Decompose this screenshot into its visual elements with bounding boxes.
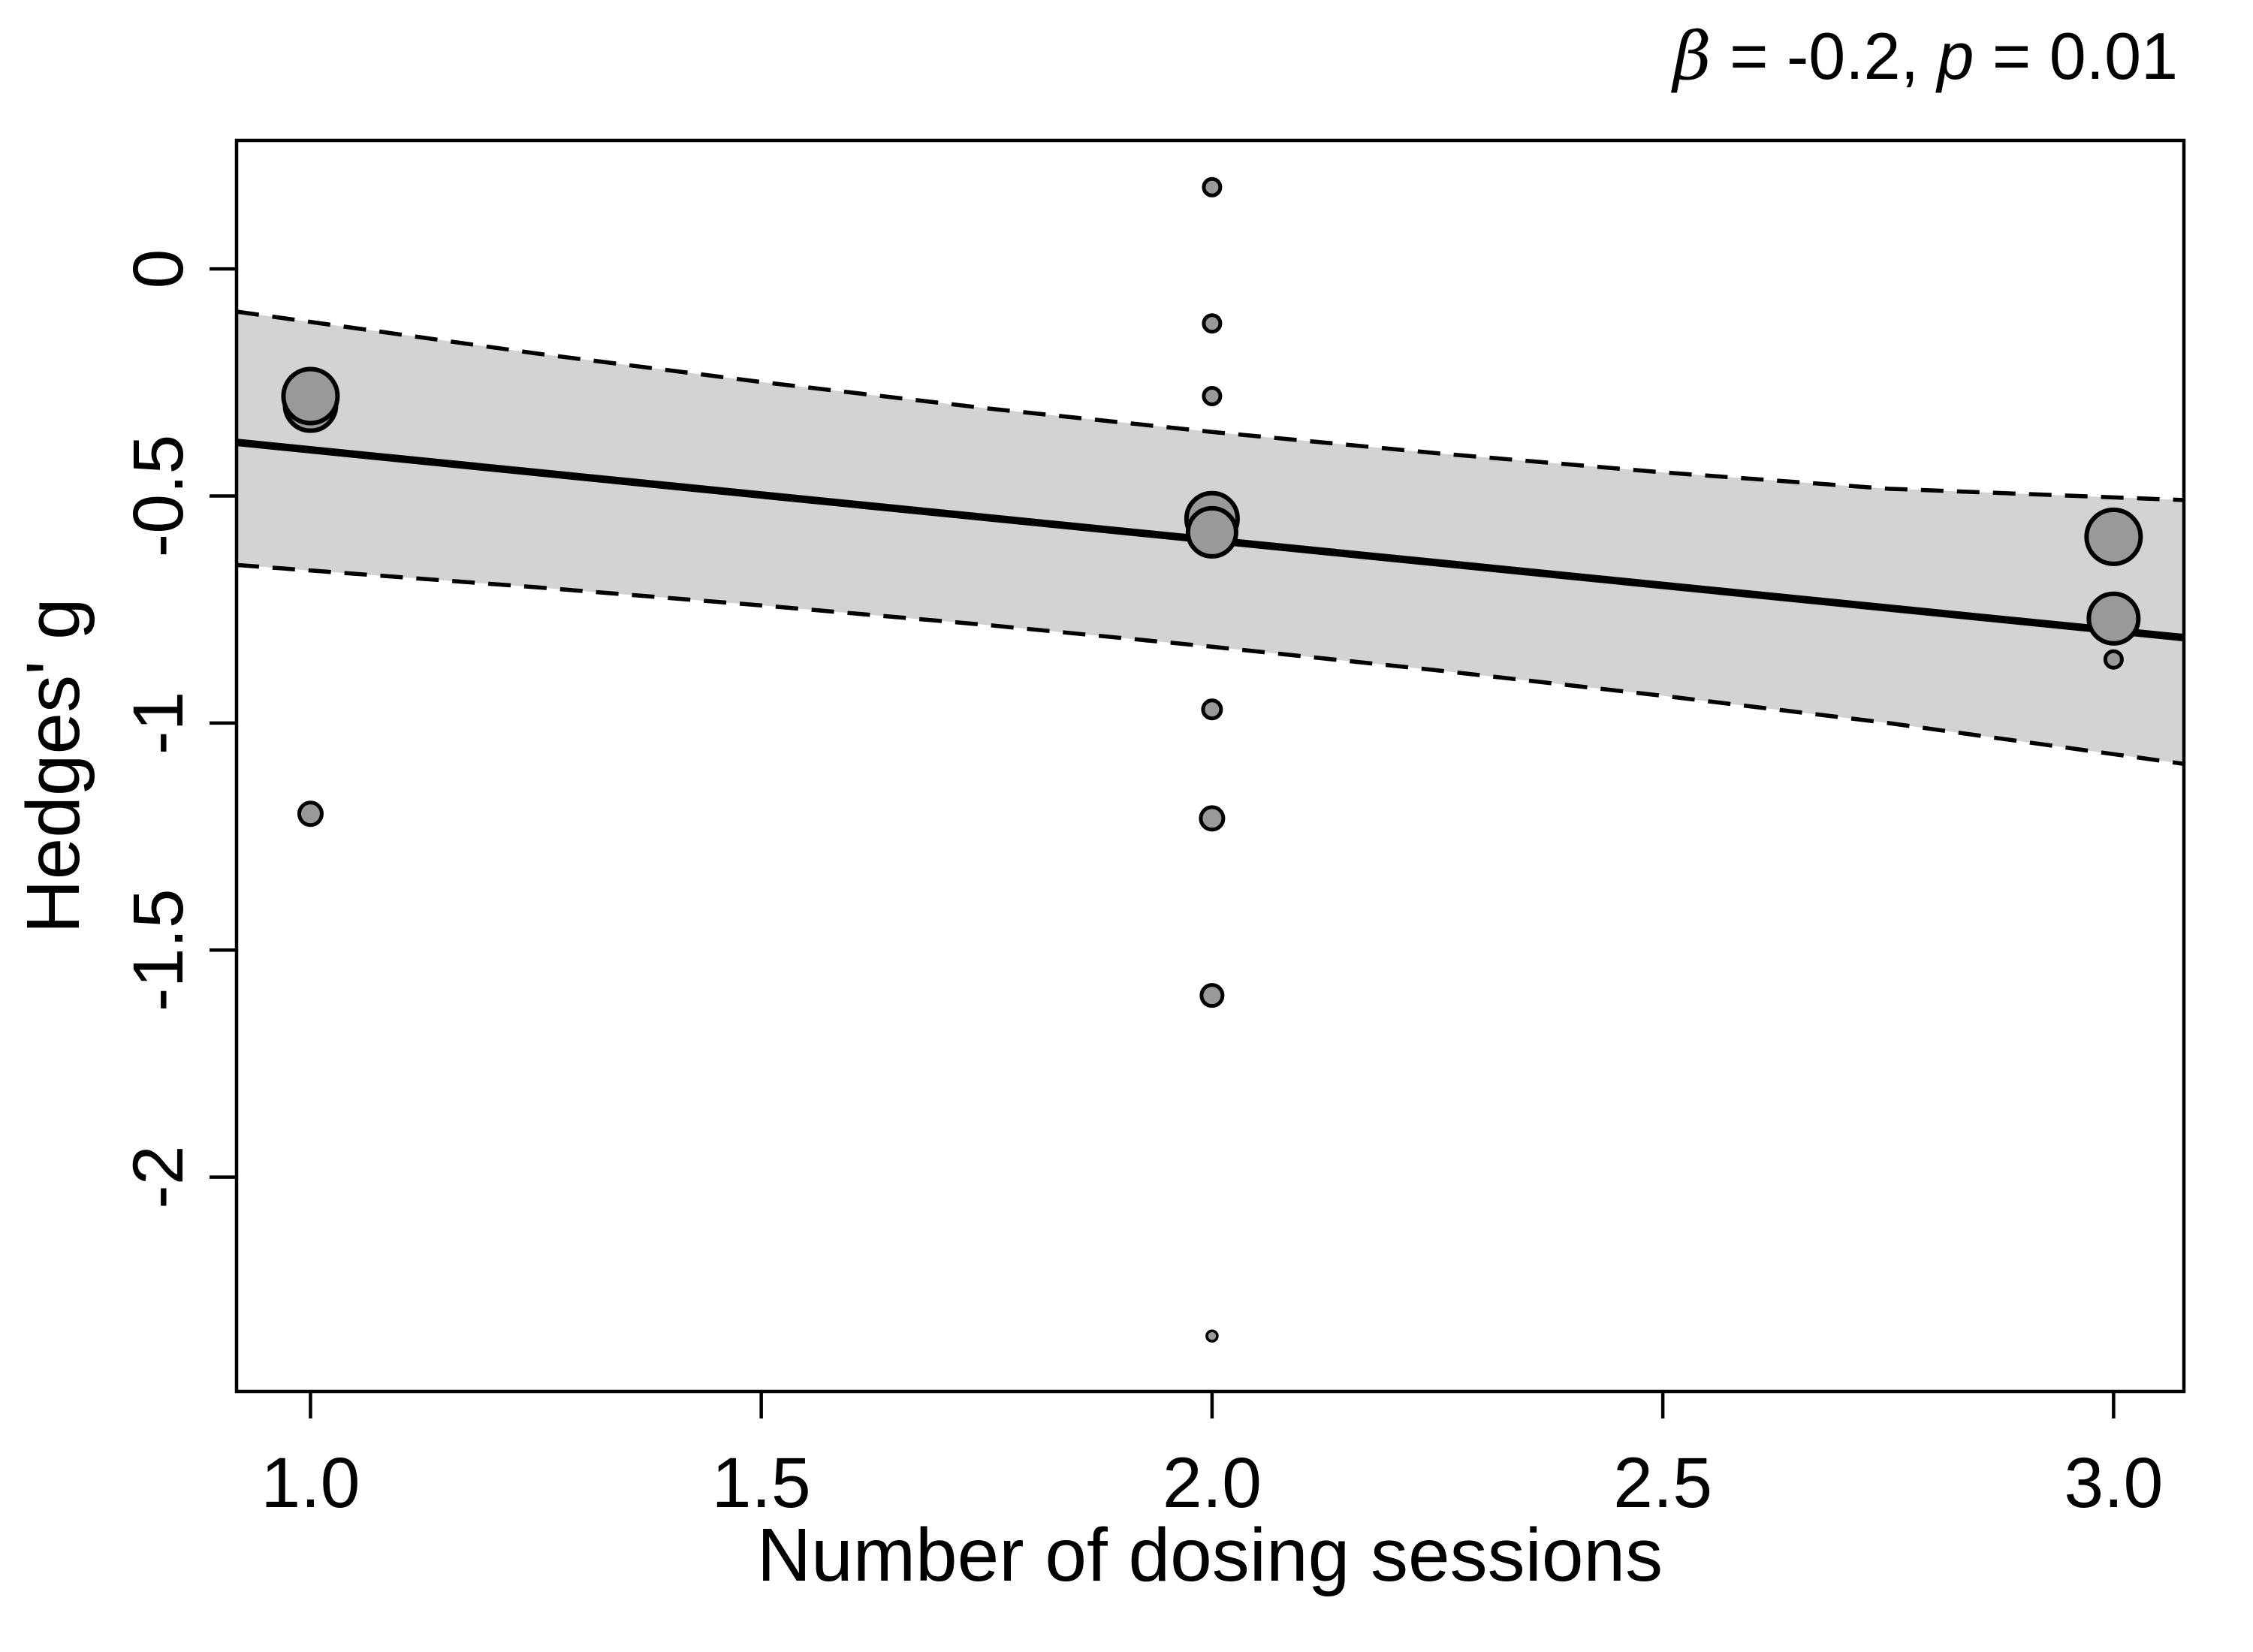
p-value: = 0.01 [1974, 19, 2178, 93]
study-bubble [1202, 176, 1223, 197]
y-tick-label: -1 [119, 692, 198, 755]
p-symbol: p [1935, 19, 1974, 93]
x-tick-label: 1.5 [712, 1443, 811, 1523]
study-bubble [1202, 313, 1223, 334]
study-bubbles-layer [281, 176, 2143, 1343]
y-tick-label: 0 [119, 249, 198, 289]
ci-upper-dashed-line [237, 309, 2184, 502]
study-bubble [2086, 591, 2141, 646]
x-tick-label: 2.0 [1163, 1443, 1262, 1523]
study-bubble [1201, 698, 1223, 721]
y-tick-label: -0.5 [119, 435, 198, 558]
y-tick-label: -2 [119, 1145, 198, 1208]
regression-annotation: β = -0.2, p = 0.01 [1671, 17, 2178, 95]
x-tick-label: 1.0 [261, 1443, 360, 1523]
y-tick-label: -1.5 [119, 888, 198, 1011]
study-bubble [1199, 983, 1225, 1008]
study-bubble [1205, 1329, 1219, 1343]
plot-border [234, 138, 2186, 1394]
study-bubble [281, 366, 340, 426]
study-bubble [297, 800, 324, 828]
x-tick-label: 3.0 [2064, 1443, 2163, 1523]
beta-value: = -0.2, [1712, 19, 1938, 93]
study-bubble [1202, 385, 1223, 406]
y-axis-title: Hedges' g [11, 598, 95, 933]
study-bubble [1199, 805, 1226, 832]
x-tick-label: 2.5 [1613, 1443, 1712, 1523]
study-bubble [2103, 649, 2124, 670]
ci-lower-dashed-line [237, 562, 2184, 767]
study-bubble [1185, 505, 1238, 559]
beta-symbol: β [1671, 17, 1712, 95]
axis-ticks-layer: 1.0 1.5 2.0 2.5 3.0 0 -0.5 -1 -1.5 -2 [119, 249, 2163, 1523]
study-bubble [2084, 507, 2143, 566]
x-axis-title: Number of dosing sessions [757, 1513, 1663, 1597]
